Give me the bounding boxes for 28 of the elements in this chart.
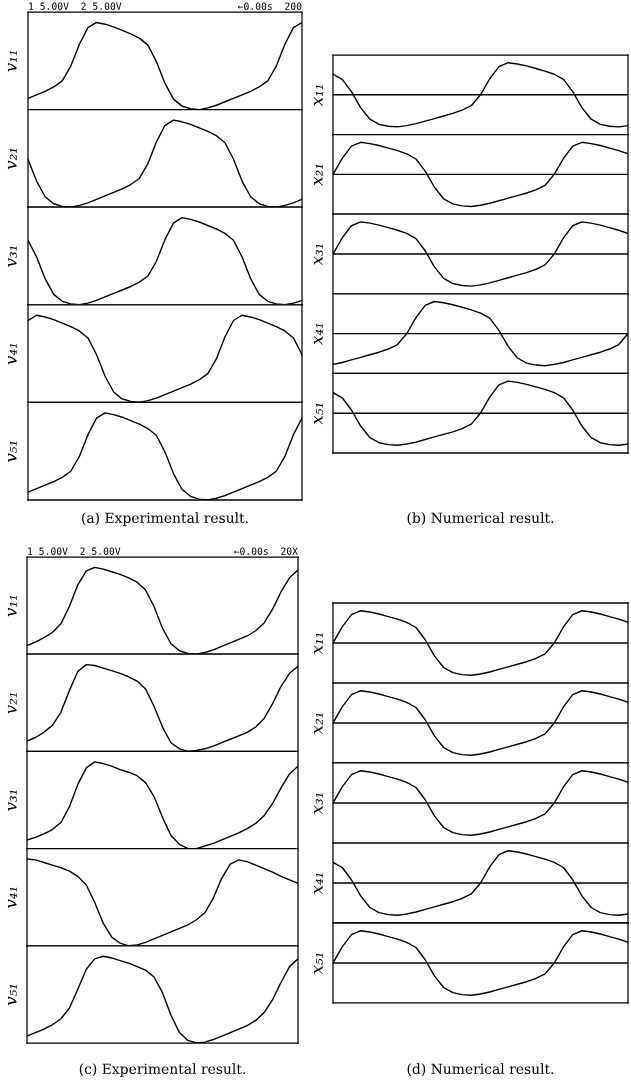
y-axis-title: x₂₁ [313, 713, 323, 735]
y-axis-title: v₅₁ [7, 984, 17, 1006]
y-axis-title: v₄₁ [7, 887, 17, 908]
text: 1 5.00V 2 5.00V [28, 547, 121, 555]
y-axis-title: x₁₁ [313, 85, 323, 107]
text: (a) Experimental result. [82, 512, 248, 526]
y-axis-title: v₁₁ [7, 596, 17, 617]
y-axis-title: v₂₁ [7, 148, 17, 170]
text: ←0.00s 200 [237, 2, 302, 10]
text: ←0.00s 20X [233, 547, 298, 555]
y-axis-title: x₄₁ [313, 873, 323, 895]
y-axis-title: x₅₁ [313, 403, 323, 425]
y-axis-title: x₂₁ [313, 164, 323, 186]
y-axis-title: v₂₁ [7, 693, 17, 714]
y-axis-title: v₅₁ [7, 441, 17, 462]
y-axis-title: v₃₁ [7, 246, 17, 267]
y-axis-title: v₃₁ [7, 790, 17, 811]
text: 1 5.00V 2 5.00V [29, 2, 122, 10]
text: (d) Numerical result. [407, 1063, 554, 1076]
y-axis-title: v₁₁ [7, 51, 17, 72]
y-axis-title: x₄₁ [313, 324, 323, 345]
y-axis-title: x₁₁ [313, 633, 323, 655]
y-axis-title: x₃₁ [313, 244, 323, 266]
y-axis-title: x₃₁ [313, 793, 323, 815]
text: (c) Experimental result. [79, 1063, 245, 1077]
text: (b) Numerical result. [407, 512, 554, 525]
y-axis-title: x₅₁ [313, 953, 323, 975]
y-axis-title: v₄₁ [7, 344, 17, 365]
